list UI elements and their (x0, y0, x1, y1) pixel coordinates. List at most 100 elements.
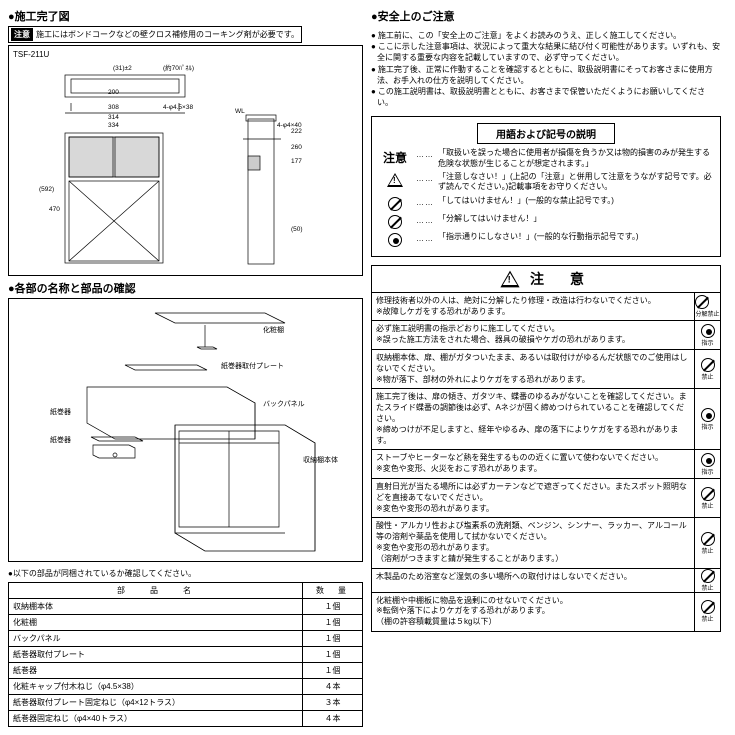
svg-text:200: 200 (108, 89, 119, 96)
svg-text:470: 470 (49, 206, 60, 213)
prohibit-icon (695, 295, 709, 309)
parts-section: ●各部の名称と部品の確認 (8, 280, 363, 727)
svg-text:222: 222 (291, 128, 302, 135)
col-qty: 数 量 (303, 583, 363, 599)
caution-row: 収納棚本体、扉、棚がガタついたまま、あるいは取付けがゆるんだ状態でのご使用はしな… (372, 350, 720, 389)
legend-icon-cell (378, 232, 412, 247)
caution-text: 化粧棚や中棚板に物品を過剰にのせないでください。※転倒や落下によりケガをする恐れ… (372, 593, 694, 631)
caution-icon-col: 分解禁止 (694, 293, 720, 321)
warn-label: 注意 (11, 28, 33, 41)
legend-dots: …… (416, 232, 434, 243)
section1-title: ●施工完了図 (8, 8, 363, 24)
caution-row: 直射日光が当たる場所には必ずカーテンなどで遮ぎってください。またスポット照明など… (372, 479, 720, 518)
part-qty: １個 (303, 615, 363, 631)
instruct-icon (701, 324, 715, 338)
label-p2: 紙巻器取付プレート (221, 361, 284, 371)
caution-icon-col: 指示 (694, 321, 720, 349)
right-column: ●安全上のご注意 施工前に、この「安全上のご注意」をよくお読みのうえ、正しく施工… (371, 8, 721, 727)
legend-row: ……「分解してはいけません！」 (378, 214, 714, 229)
caution-icon-label: 禁止 (701, 546, 715, 555)
caution-tri-icon (500, 270, 519, 287)
table-row: 収納棚本体１個 (9, 599, 363, 615)
legend-text: 「指示通りにしなさい！」(一般的な行動指示記号です。) (438, 232, 714, 242)
legend-icon-cell (378, 172, 412, 187)
caution-row: 酸性・アルカリ性および塩素系の洗剤類、ベンジン、シンナー、ラッカー、アルコール等… (372, 518, 720, 568)
caution-icon-label: 指示 (701, 338, 715, 347)
part-qty: １個 (303, 631, 363, 647)
prohibit-icon (388, 215, 402, 229)
caution-text: 修理技術者以外の人は、絶対に分解したり修理・改造は行わないでください。※故障しケ… (372, 293, 694, 321)
part-name: 化粧キャップ付木ねじ（φ4.5×38） (9, 679, 303, 695)
caution-row: 木製品のため浴室など湿気の多い場所への取付けはしないでください。禁止 (372, 569, 720, 593)
legend-text: 「分解してはいけません！」 (438, 214, 714, 224)
completion-figure-frame: TSF-211U (8, 45, 363, 276)
part-name: 紙巻器固定ねじ（φ4×40トラス） (9, 711, 303, 727)
legend-dots: …… (416, 148, 434, 159)
caution-icon-col: 禁止 (694, 593, 720, 631)
part-qty: ３本 (303, 695, 363, 711)
safety-bullet: ここに示した注意事項は、状況によって重大な結果に結び付く可能性があります。いずれ… (371, 41, 721, 63)
svg-text:334: 334 (108, 122, 119, 129)
part-name: 化粧棚 (9, 615, 303, 631)
svg-text:(592): (592) (39, 186, 54, 193)
table-row: 紙巻器取付プレート１個 (9, 647, 363, 663)
legend-title-wrap: 用語および記号の説明 (378, 123, 714, 144)
part-name: 紙巻器 (9, 663, 303, 679)
legend-row: ……「してはいけません！」(一般的な禁止記号です。) (378, 196, 714, 211)
attention-label: 注意 (383, 149, 407, 166)
caution-icon-col: 指示 (694, 450, 720, 478)
caution-icon-label: 指示 (701, 467, 715, 476)
caution-header: 注 意 (372, 266, 720, 293)
caution-row: 施工完了後は、扉の傾き、ガタツキ、蝶番のゆるみがないことを確認してください。また… (372, 389, 720, 450)
table-row: 紙巻器取付プレート固定ねじ（φ4×12トラス）３本 (9, 695, 363, 711)
table-row: 紙巻器１個 (9, 663, 363, 679)
part-qty: １個 (303, 663, 363, 679)
part-name: 収納棚本体 (9, 599, 303, 615)
caution-title: 注 意 (530, 269, 590, 289)
caution-icon-label: 禁止 (701, 583, 715, 592)
section2-title: ●各部の名称と部品の確認 (8, 280, 363, 296)
table-row: 化粧棚１個 (9, 615, 363, 631)
model-id: TSF-211U (13, 50, 358, 59)
svg-text:(31)±2: (31)±2 (113, 65, 132, 72)
legend-row: ……「注意しなさい！」(上記の「注意」と併用して注意をうながす記号です。必ず読ん… (378, 172, 714, 193)
legend-row: …… 「指示通りにしなさい！」(一般的な行動指示記号です。) (378, 232, 714, 247)
diagram-svg: (31)±2 200 308 314 334 (約70ﾊﾟﾈﾙ) 4-φ4.5×… (13, 61, 353, 271)
legend-attention-row: 注意 …… 「取扱いを誤った場合に使用者が損傷を負うか又は物的損害のみが発生する… (378, 148, 714, 169)
caution-row: 化粧棚や中棚板に物品を過剰にのせないでください。※転倒や落下によりケガをする恐れ… (372, 593, 720, 631)
label-p4b: 紙巻器 (50, 407, 71, 417)
svg-text:260: 260 (291, 144, 302, 151)
part-qty: １個 (303, 647, 363, 663)
part-qty: ４本 (303, 711, 363, 727)
left-column: ●施工完了図 注意 施工にはボンドコークなどの壁クロス補修用のコーキング剤が必要… (8, 8, 363, 727)
caution-icon-col: 禁止 (694, 479, 720, 517)
part-qty: １個 (303, 599, 363, 615)
prohibit-icon (388, 197, 402, 211)
parts-table: 部 品 名 数 量 収納棚本体１個化粧棚１個バックパネル１個紙巻器取付プレート１… (8, 582, 363, 727)
svg-text:308: 308 (108, 104, 119, 111)
completion-drawing: (31)±2 200 308 314 334 (約70ﾊﾟﾈﾙ) 4-φ4.5×… (13, 61, 358, 271)
svg-text:314: 314 (108, 114, 119, 121)
label-p1: 化粧棚 (263, 325, 284, 335)
label-p4: 紙巻器 (50, 435, 71, 445)
exploded-svg (15, 305, 355, 555)
part-name: バックパネル (9, 631, 303, 647)
legend-dots: …… (416, 196, 434, 207)
warning-bar: 注意 施工にはボンドコークなどの壁クロス補修用のコーキング剤が必要です。 (8, 26, 302, 43)
triangle-warn-icon (387, 173, 403, 187)
part-name: 紙巻器取付プレート (9, 647, 303, 663)
safety-bullets: 施工前に、この「安全上のご注意」をよくお読みのうえ、正しく施工してください。ここ… (371, 30, 721, 108)
attention-label-cell: 注意 (378, 148, 412, 166)
caution-row: 必ず施工説明書の指示どおりに施工してください。※誤った施工方法をされた場合、器具… (372, 321, 720, 350)
svg-text:(50): (50) (291, 226, 303, 233)
table-row: 化粧キャップ付木ねじ（φ4.5×38）４本 (9, 679, 363, 695)
caution-text: 直射日光が当たる場所には必ずカーテンなどで遮ぎってください。またスポット照明など… (372, 479, 694, 517)
caution-row: ストーブやヒーターなど熱を発生するものの近くに置いて使わないでください。※変色や… (372, 450, 720, 479)
prohibit-icon (701, 600, 715, 614)
legend-text-0: 「取扱いを誤った場合に使用者が損傷を負うか又は物的損害のみが発生する危険な状態が… (438, 148, 714, 169)
caution-row: 修理技術者以外の人は、絶対に分解したり修理・改造は行わないでください。※故障しケ… (372, 293, 720, 322)
caution-icon-col: 禁止 (694, 569, 720, 592)
col-name: 部 品 名 (9, 583, 303, 599)
legend-icon-cell (378, 196, 412, 211)
svg-text:(約70ﾊﾟﾈﾙ): (約70ﾊﾟﾈﾙ) (163, 63, 194, 72)
